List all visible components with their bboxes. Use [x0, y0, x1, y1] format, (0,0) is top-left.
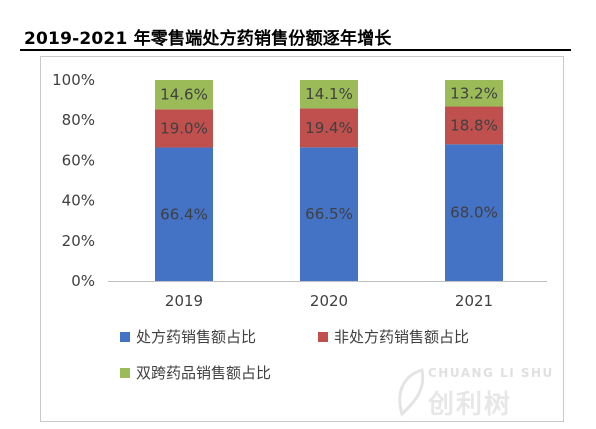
bar-segment [155, 147, 213, 281]
x-tick-label: 2020 [310, 292, 348, 310]
data-label: 68.0% [450, 204, 498, 222]
y-tick-label: 100% [52, 71, 95, 89]
y-tick-label: 20% [62, 232, 95, 250]
data-label: 14.1% [305, 85, 353, 103]
y-tick-label: 60% [62, 151, 95, 169]
watermark-text-en: CHUANG LI SHU [428, 366, 554, 380]
data-label: 19.4% [305, 119, 353, 137]
watermark-leaf-icon [398, 368, 425, 417]
y-tick-label: 80% [62, 111, 95, 129]
chart-frame [40, 56, 564, 422]
bar-segment [300, 80, 358, 109]
data-label: 66.5% [305, 205, 353, 223]
x-tick-label: 2019 [165, 292, 203, 310]
chart-title: 2019-2021 年零售端处方药销售份额逐年增长 [24, 29, 392, 49]
watermark-text-cn: 创利树 [428, 390, 513, 420]
data-label: 19.0% [160, 119, 208, 137]
data-label: 13.2% [450, 84, 498, 102]
watermark-logo: CHUANG LI SHU 创利树 [392, 360, 592, 424]
title-underline [20, 49, 571, 51]
legend-label: 处方药销售额占比 [136, 328, 256, 346]
bar-segment [155, 109, 213, 148]
legend-swatch [318, 332, 328, 342]
legend-swatch [120, 368, 130, 378]
bar-segment [155, 80, 213, 110]
legend-label: 双跨药品销售额占比 [136, 364, 271, 382]
x-tick-label: 2021 [455, 292, 493, 310]
bar-segment [300, 108, 358, 148]
bar-segment [445, 106, 503, 145]
bar-segment [445, 80, 503, 107]
data-label: 14.6% [160, 86, 208, 104]
y-tick-label: 40% [62, 192, 95, 210]
data-label: 18.8% [450, 116, 498, 134]
y-tick-label: 0% [71, 272, 95, 290]
legend-swatch [120, 332, 130, 342]
data-label: 66.4% [160, 205, 208, 223]
legend-label: 非处方药销售额占比 [334, 328, 469, 346]
bar-segment [445, 144, 503, 281]
bar-segment [300, 147, 358, 281]
